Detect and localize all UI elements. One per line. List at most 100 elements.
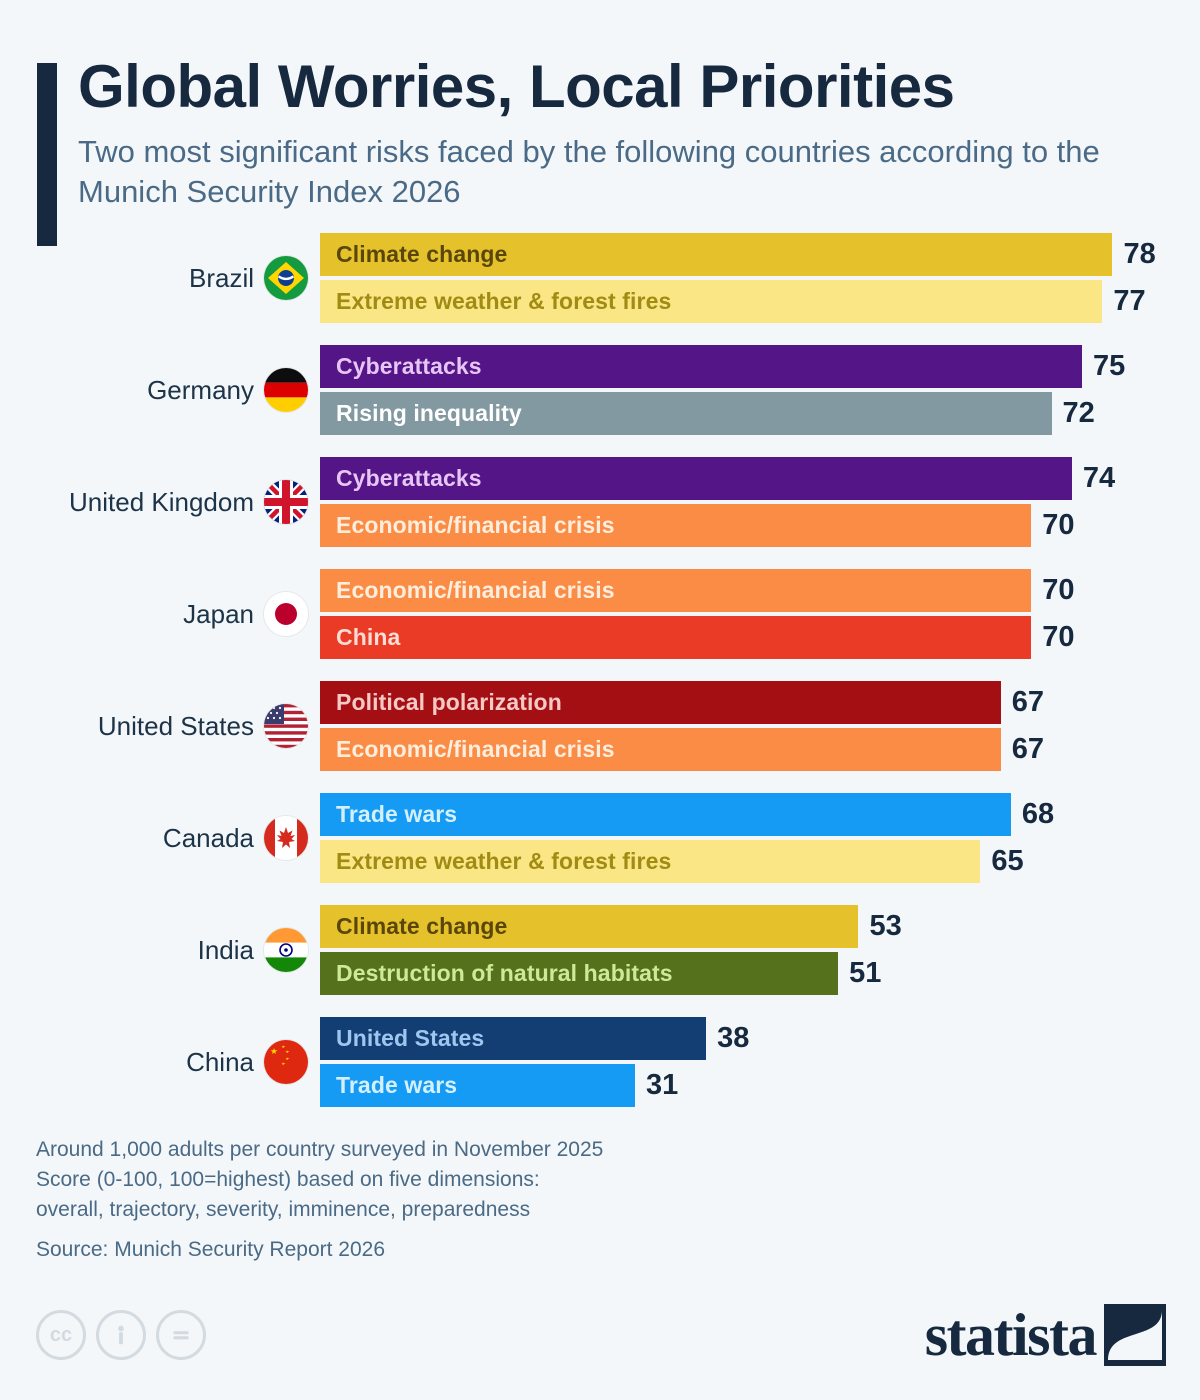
bar-pair: Cyberattacks 75 Rising inequality 72 bbox=[320, 345, 1200, 436]
bar-pair: Political polarization 67 Economic/financi… bbox=[320, 681, 1200, 772]
bar-row: Political polarization 67 bbox=[320, 681, 1200, 725]
footnote-line-1: Around 1,000 adults per country surveyed… bbox=[36, 1138, 604, 1161]
country-group: India Climate change 53 Destruction of natu… bbox=[0, 905, 1200, 996]
risk-label: Political polarization bbox=[336, 689, 562, 716]
cc-nd-equals-icon bbox=[156, 1310, 206, 1360]
brazil-flag-icon bbox=[264, 256, 308, 301]
country-group: United Kingdom Cyberattacks 74 Economic/fin… bbox=[0, 457, 1200, 548]
risk-value: 70 bbox=[1042, 621, 1075, 654]
title-accent-bar bbox=[37, 63, 57, 246]
risk-bar: Cyberattacks bbox=[320, 457, 1072, 501]
country-name: Canada bbox=[162, 822, 254, 853]
risk-bar: Extreme weather & forest fires bbox=[320, 280, 1103, 324]
bar-row: Economic/financial crisis 67 bbox=[320, 728, 1200, 772]
bar-pair: United States 38 Trade wars 31 bbox=[320, 1017, 1200, 1108]
country-name: Brazil bbox=[188, 262, 254, 293]
country-name: Germany bbox=[147, 374, 254, 405]
source-line: Source: Munich Security Report 2026 bbox=[36, 1238, 386, 1262]
page-title: Global Worries, Local Priorities bbox=[78, 53, 955, 120]
canada-flag-icon bbox=[264, 816, 308, 861]
bar-row: Rising inequality 72 bbox=[320, 392, 1200, 436]
risk-label: Economic/financial crisis bbox=[336, 577, 615, 604]
bottom-bar: cc statista bbox=[36, 1303, 1166, 1367]
risk-bar: Economic/financial crisis bbox=[320, 569, 1032, 613]
risk-bar: Trade wars bbox=[320, 793, 1011, 837]
risk-bar: Extreme weather & forest fires bbox=[320, 840, 981, 884]
statista-logo: statista bbox=[925, 1304, 1166, 1366]
risk-value: 31 bbox=[645, 1069, 679, 1102]
japan-flag-icon bbox=[264, 592, 308, 637]
bar-row: China 70 bbox=[320, 616, 1200, 660]
country-group: United States Political polarization 67 Eco… bbox=[0, 681, 1200, 772]
risk-bar: Destruction of natural habitats bbox=[320, 952, 839, 996]
bar-row: Trade wars 31 bbox=[320, 1064, 1200, 1108]
country-name: Japan bbox=[183, 598, 254, 629]
risk-value: 75 bbox=[1093, 350, 1126, 383]
cc-icon: cc bbox=[36, 1310, 86, 1360]
risk-value: 70 bbox=[1042, 574, 1075, 607]
risk-value: 77 bbox=[1113, 285, 1146, 318]
country-label-wrap: India bbox=[0, 928, 320, 973]
country-label-wrap: Germany bbox=[0, 368, 320, 413]
risk-value: 68 bbox=[1021, 798, 1055, 831]
risk-bar: Economic/financial crisis bbox=[320, 504, 1032, 548]
statista-wordmark: statista bbox=[924, 1302, 1098, 1368]
germany-flag-icon bbox=[264, 368, 308, 413]
united-kingdom-flag-icon bbox=[264, 480, 308, 525]
bar-row: Economic/financial crisis 70 bbox=[320, 569, 1200, 613]
risk-bar: China bbox=[320, 616, 1032, 660]
country-group: Brazil Climate change 78 Extreme weather & … bbox=[0, 233, 1200, 324]
bar-pair: Trade wars 68 Extreme weather & forest fir… bbox=[320, 793, 1200, 884]
risk-label: Trade wars bbox=[336, 1072, 458, 1099]
risk-bar: Climate change bbox=[320, 905, 859, 949]
statista-logo-mark bbox=[1104, 1304, 1166, 1366]
risk-label: Extreme weather & forest fires bbox=[336, 848, 672, 875]
page-subtitle: Two most significant risks faced by the … bbox=[78, 134, 1100, 209]
footer-notes: Around 1,000 adults per country surveyed… bbox=[36, 1135, 1166, 1262]
country-label-wrap: United Kingdom bbox=[0, 480, 320, 525]
risk-value: 65 bbox=[991, 845, 1024, 878]
risk-bar: United States bbox=[320, 1017, 707, 1061]
risk-value: 51 bbox=[849, 957, 882, 990]
country-group: Canada Trade wars 68 Extreme weather & fore… bbox=[0, 793, 1200, 884]
risk-label: Economic/financial crisis bbox=[336, 736, 615, 763]
country-name: China bbox=[186, 1046, 254, 1077]
risk-bar: Climate change bbox=[320, 233, 1113, 277]
country-group: China United States 38 Trade wars 31 bbox=[0, 1017, 1200, 1108]
country-name: United States bbox=[97, 710, 254, 741]
risk-label: Extreme weather & forest fires bbox=[336, 288, 672, 315]
country-group: Japan Economic/financial crisis 70 China 70 bbox=[0, 569, 1200, 660]
bar-chart: Brazil Climate change 78 Extreme weather & … bbox=[0, 233, 1200, 1108]
india-flag-icon bbox=[264, 928, 308, 973]
bar-row: Cyberattacks 74 bbox=[320, 457, 1200, 501]
bar-row: Climate change 53 bbox=[320, 905, 1200, 949]
country-name: United Kingdom bbox=[69, 486, 254, 517]
cc-by-person-icon bbox=[96, 1310, 146, 1360]
bar-row: Extreme weather & forest fires 65 bbox=[320, 840, 1200, 884]
bar-row: Cyberattacks 75 bbox=[320, 345, 1200, 389]
country-label-wrap: Japan bbox=[0, 592, 320, 637]
risk-bar: Economic/financial crisis bbox=[320, 728, 1001, 772]
bar-pair: Climate change 53 Destruction of natural h… bbox=[320, 905, 1200, 996]
risk-label: Destruction of natural habitats bbox=[336, 960, 673, 987]
risk-label: Climate change bbox=[336, 241, 508, 268]
country-label-wrap: China bbox=[0, 1040, 320, 1085]
risk-value: 72 bbox=[1062, 397, 1095, 430]
risk-bar: Rising inequality bbox=[320, 392, 1052, 436]
risk-bar: Trade wars bbox=[320, 1064, 635, 1108]
bar-pair: Cyberattacks 74 Economic/financial crisis 7… bbox=[320, 457, 1200, 548]
risk-bar: Cyberattacks bbox=[320, 345, 1082, 389]
country-name: India bbox=[197, 934, 254, 965]
bar-row: United States 38 bbox=[320, 1017, 1200, 1061]
risk-bar: Political polarization bbox=[320, 681, 1001, 725]
risk-label: Cyberattacks bbox=[336, 465, 482, 492]
bar-pair: Economic/financial crisis 70 China 70 bbox=[320, 569, 1200, 660]
header: Global Worries, Local Priorities Two mos… bbox=[0, 0, 1200, 246]
risk-value: 38 bbox=[717, 1022, 750, 1055]
bar-row: Climate change 78 bbox=[320, 233, 1200, 277]
united-states-flag-icon bbox=[264, 704, 308, 749]
country-label-wrap: United States bbox=[0, 704, 320, 749]
risk-value: 67 bbox=[1011, 733, 1044, 766]
risk-value: 67 bbox=[1011, 686, 1044, 719]
bar-pair: Climate change 78 Extreme weather & forest… bbox=[320, 233, 1200, 324]
